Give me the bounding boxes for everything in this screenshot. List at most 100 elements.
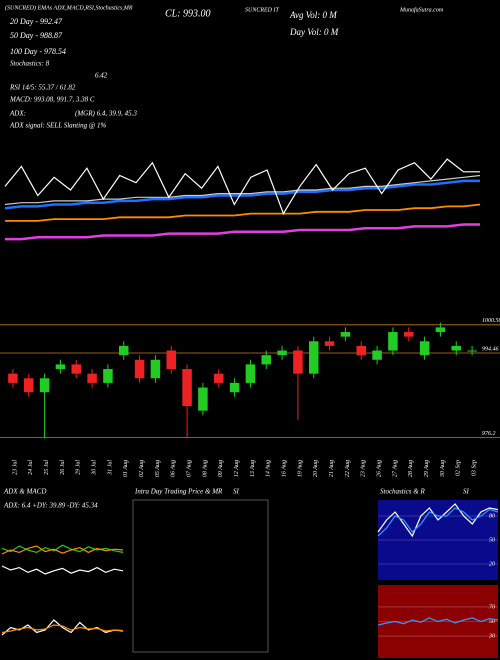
x-tick-label: 08 Aug — [202, 460, 208, 477]
panel-title: Intra Day Trading Price & MR — [134, 488, 223, 496]
candle-body — [356, 345, 366, 356]
candle-body — [55, 364, 66, 370]
candle-body — [372, 350, 382, 360]
x-tick-label: 13 Aug — [250, 460, 256, 477]
x-tick-label: 16 Aug — [281, 460, 287, 477]
panel-subtitle: SI — [233, 488, 240, 496]
x-tick-label: 05 Aug — [155, 460, 161, 477]
panel-frame — [132, 499, 269, 653]
y-tick-label: 30 — [488, 633, 495, 639]
series-line — [1, 565, 124, 575]
y-tick-label: 70 — [489, 604, 495, 610]
series-line — [5, 203, 481, 222]
candle-body — [39, 378, 50, 393]
candle-body — [435, 327, 446, 333]
x-tick-label: 02 Aug — [139, 460, 145, 477]
x-tick-label: 27 Aug — [392, 460, 398, 477]
series-line — [4, 158, 480, 215]
annotation: Avg Vol: 0 M — [289, 10, 337, 20]
panel-background — [378, 500, 498, 580]
series-line — [377, 507, 499, 537]
annotation: (SUNCRED) EMAs ADX,MACD,RSI,Stochastics,… — [5, 4, 133, 11]
panel-title: Stochastics & R — [380, 488, 425, 496]
x-tick-label: 21 Aug — [329, 460, 335, 477]
candle-body — [150, 359, 161, 379]
candle-body — [451, 345, 461, 351]
candle-body — [229, 382, 240, 393]
x-tick-label: 09 Aug — [218, 460, 224, 477]
candle-body — [277, 350, 287, 356]
x-tick-label: 31 Jul — [107, 460, 113, 476]
x-tick-label: 29 Aug — [424, 460, 430, 477]
x-tick-label: 30 Jul — [91, 460, 97, 476]
series-line — [1, 545, 124, 555]
candle-body — [166, 350, 176, 370]
annotation: 6.42 — [95, 72, 108, 80]
candle-body — [103, 369, 113, 383]
x-tick-label: 02 Sep — [456, 460, 462, 476]
candle-body — [214, 373, 224, 383]
x-tick-label: 30 Aug — [440, 460, 446, 478]
x-tick-label: 23 Aug — [361, 460, 367, 477]
annotation: 20 Day - 992.47 — [10, 17, 63, 26]
annotation: RSI 14/5: 55.37 / 61.82 — [9, 84, 76, 92]
x-tick-label: 24 Jul — [27, 460, 34, 475]
annotation: Day Vol: 0 M — [289, 27, 339, 37]
candle-body — [182, 369, 192, 407]
annotation: (MGR) 6.4, 39.9, 45.3 — [75, 110, 137, 118]
y-tick-label: 976.2 — [482, 431, 496, 437]
y-tick-label: 50 — [489, 537, 495, 543]
x-tick-label: 14 Aug — [265, 460, 272, 477]
annotation: ADX signal: SELL Slanting @ 1% — [9, 122, 107, 130]
candle-body — [87, 373, 97, 383]
series-line — [4, 179, 480, 210]
candle-body — [340, 332, 351, 337]
panel-subtitle: ADX: 6.4 +DY: 39.89 -DY: 45.34 — [3, 502, 98, 510]
candle-body — [467, 350, 477, 352]
x-tick-label: 07 Aug — [186, 460, 192, 477]
x-tick-label: 29 Jul — [76, 460, 82, 475]
series-line — [1, 544, 124, 554]
annotation: Stochastics: 8 — [10, 60, 50, 68]
y-tick-label: 1000.56 — [482, 318, 500, 324]
x-tick-label: 25 Jul — [44, 460, 50, 475]
y-tick-label: 20 — [489, 561, 495, 567]
x-tick-label: 06 Aug — [171, 460, 177, 477]
candle-body — [8, 373, 18, 383]
candle-body — [261, 355, 271, 365]
y-tick-label: 50 — [489, 619, 495, 625]
x-tick-label: 12 Aug — [234, 460, 240, 477]
candle-body — [24, 378, 34, 393]
candle-body — [293, 350, 303, 374]
x-tick-label: 03 Sep — [471, 460, 477, 476]
candle-body — [198, 387, 208, 411]
annotation: MunafaSutra.com — [399, 6, 444, 13]
series-line — [5, 223, 480, 241]
series-line — [4, 174, 481, 206]
series-line — [377, 617, 499, 626]
series-line — [1, 624, 124, 634]
annotation: 100 Day - 978.54 — [10, 47, 66, 56]
series-line — [377, 503, 499, 538]
candle-body — [419, 341, 430, 356]
x-tick-label: 01 Aug — [123, 460, 129, 477]
annotation: MACD: 993.08, 991.7, 3.38 C — [9, 96, 95, 104]
x-tick-label: 23 Jul — [12, 460, 18, 475]
candle-body — [324, 341, 335, 346]
y-tick-label: 80 — [489, 513, 495, 519]
x-tick-label: 26 Aug — [376, 460, 382, 477]
annotation: ADX: — [9, 110, 26, 118]
x-tick-label: 26 Jul — [60, 460, 66, 475]
annotation: SUNCRED IT — [245, 7, 279, 13]
x-tick-label: 19 Aug — [297, 460, 303, 477]
candle-body — [119, 345, 129, 356]
candle-body — [71, 364, 81, 374]
annotation: 50 Day - 988.87 — [10, 31, 63, 40]
x-tick-label: 22 Aug — [345, 460, 351, 477]
candle-body — [388, 332, 398, 351]
y-tick-label: 994.46 — [482, 345, 499, 352]
candle-body — [245, 364, 256, 383]
x-tick-label: 28 Aug — [408, 460, 414, 477]
candle-body — [134, 359, 145, 379]
